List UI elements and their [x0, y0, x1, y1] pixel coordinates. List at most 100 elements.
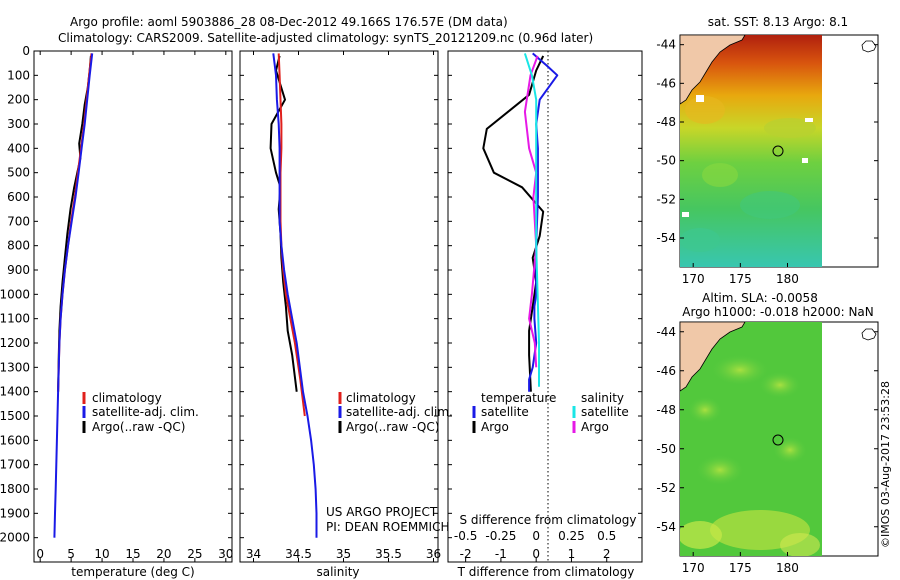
depth-tick-label: 1000 — [0, 287, 30, 301]
temperature-series — [53, 53, 94, 538]
temperature-legend: climatology satellite-adj. clim. Argo(..… — [82, 391, 199, 434]
imos-credit: ©IMOS 03-Aug-2017 23:53:28 — [879, 381, 892, 548]
x-tick-label: -1 — [495, 547, 507, 561]
x-tick-label: 34 — [246, 547, 261, 561]
lon-tick-label: 175 — [729, 272, 752, 286]
salinity-x-axis: 34 34.5 35 35.5 36 — [246, 51, 441, 562]
lat-tick-label: -50 — [656, 442, 676, 456]
x-tick-label: 10 — [94, 547, 109, 561]
depth-tick-label: 1700 — [0, 458, 30, 472]
float-location-marker — [772, 434, 784, 446]
temperature-xlabel: temperature (deg C) — [71, 565, 194, 579]
depth-tick-label: 100 — [7, 68, 30, 82]
x-tick-label: 25 — [187, 547, 202, 561]
legend-argo: Argo(..raw -QC) — [346, 420, 439, 434]
x-top-tick-label: 0 — [532, 529, 540, 543]
x-tick-label: 34.5 — [285, 547, 312, 561]
depth-tick-label: 1600 — [0, 433, 30, 447]
lat-tick-label: -44 — [656, 325, 676, 339]
salinity-series — [269, 53, 318, 538]
salinity-xlabel: salinity — [316, 565, 359, 579]
lat-tick-label: -46 — [656, 364, 676, 378]
temperature-panel-frame — [33, 50, 233, 563]
depth-tick-label: 500 — [7, 166, 30, 180]
lon-tick-label: 180 — [776, 272, 799, 286]
sla-map-field — [680, 322, 822, 556]
depth-tick-label: 300 — [7, 117, 30, 131]
salinity-legend: climatology satellite-adj. clim. Argo(..… — [338, 391, 453, 434]
x-top-tick-label: 0.5 — [597, 529, 616, 543]
lat-tick-label: -44 — [656, 38, 676, 52]
sla-title-line-1: Altim. SLA: -0.0058 — [702, 291, 818, 305]
difference-toplabel: S difference from climatology — [460, 513, 637, 527]
depth-tick-label: 0 — [22, 44, 30, 58]
lat-tick-label: -46 — [656, 76, 676, 90]
lat-tick-label: -48 — [656, 403, 676, 417]
salinity-argo-line — [269, 55, 298, 392]
x-tick-label: 0 — [36, 547, 44, 561]
temperature-satellite-line — [53, 53, 94, 538]
depth-tick-label: 1100 — [0, 312, 30, 326]
depth-tick-label: 600 — [7, 190, 30, 204]
salinity-satellite-line — [272, 53, 318, 538]
island-outline — [861, 40, 877, 53]
depth-tick-label: 400 — [7, 141, 30, 155]
lon-tick-label: 175 — [729, 561, 752, 575]
legend-climatology: climatology — [346, 391, 416, 405]
depth-tick-label: 700 — [7, 214, 30, 228]
x-tick-label: 2 — [603, 547, 611, 561]
x-top-tick-label: -0.5 — [454, 529, 477, 543]
lon-tick-label: 170 — [682, 561, 705, 575]
x-tick-label: 35 — [336, 547, 351, 561]
legend-satellite: satellite-adj. clim. — [92, 405, 199, 419]
island-outline — [861, 328, 877, 341]
x-tick-label: 36 — [426, 547, 441, 561]
x-top-tick-label: -0.25 — [485, 529, 516, 543]
depth-tick-label: 1900 — [0, 506, 30, 520]
depth-tick-label: 900 — [7, 263, 30, 277]
legend-sal-satellite: satellite — [581, 405, 629, 419]
lat-tick-label: -48 — [656, 115, 676, 129]
legend-climatology: climatology — [92, 391, 162, 405]
x-tick-label: 35.5 — [375, 547, 402, 561]
depth-tick-label: 1500 — [0, 409, 30, 423]
sal-diff-argo-line — [523, 55, 539, 368]
depth-tick-label: 1400 — [0, 385, 30, 399]
temperature-x-axis: 0 5 10 15 20 25 30 — [36, 51, 233, 562]
x-tick-label: 30 — [218, 547, 233, 561]
project-name: US ARGO PROJECT — [326, 505, 438, 519]
difference-x-axis: -2 -1 0 1 2 -0.5 -0.25 0 0.25 0.5 — [454, 529, 616, 562]
legend-argo: Argo(..raw -QC) — [92, 420, 185, 434]
lat-tick-label: -52 — [656, 192, 676, 206]
lat-tick-label: -52 — [656, 481, 676, 495]
depth-tick-label: 1200 — [0, 336, 30, 350]
difference-xlabel: T difference from climatology — [457, 565, 635, 579]
x-tick-label: 0 — [532, 547, 540, 561]
depth-tick-label: 200 — [7, 93, 30, 107]
legend-salinity-heading: salinity — [581, 391, 624, 405]
title-line-1: Argo profile: aoml 5903886_28 08-Dec-201… — [70, 15, 508, 29]
lat-tick-label: -54 — [656, 520, 676, 534]
title-line-2: Climatology: CARS2009. Satellite-adjuste… — [58, 31, 593, 45]
depth-tick-label: 1800 — [0, 482, 30, 496]
depth-tick-label: 2000 — [0, 531, 30, 545]
x-top-tick-label: 0.25 — [558, 529, 585, 543]
difference-panel-frame — [447, 50, 643, 563]
lon-tick-label: 170 — [682, 272, 705, 286]
sal-diff-satellite-line — [523, 53, 540, 387]
x-tick-label: 5 — [67, 547, 75, 561]
lon-tick-label: 180 — [776, 561, 799, 575]
lat-tick-label: -50 — [656, 154, 676, 168]
salinity-climatology-line — [277, 53, 306, 417]
sst-map-field — [680, 35, 822, 267]
x-tick-label: 15 — [125, 547, 140, 561]
salinity-panel-frame — [239, 50, 439, 563]
sla-title-line-2: Argo h1000: -0.018 h2000: NaN — [682, 305, 874, 319]
lat-tick-label: -54 — [656, 231, 676, 245]
depth-tick-label: 1300 — [0, 360, 30, 374]
float-location-marker — [772, 145, 784, 157]
sst-title: sat. SST: 8.13 Argo: 8.1 — [708, 15, 848, 29]
legend-temp-argo: Argo — [481, 420, 509, 434]
sst-map-axes: -44 -46 -48 -50 -52 -54 170 175 180 — [656, 38, 878, 286]
